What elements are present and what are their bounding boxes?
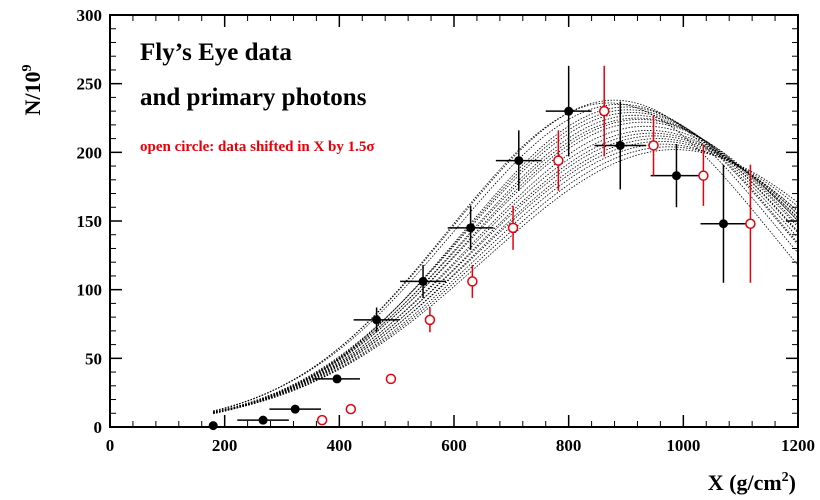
x-tick-label: 600 (441, 436, 467, 455)
x-tick-label: 800 (556, 436, 582, 455)
simulation-curve-13 (213, 135, 799, 413)
y-tick-label: 250 (77, 75, 103, 94)
filled-circle-marker (671, 171, 681, 181)
open-circle-marker (316, 414, 328, 426)
x-tick-label: 400 (327, 436, 353, 455)
open-circle-marker (385, 373, 397, 385)
shifted-data-point-0 (316, 414, 328, 426)
simulation-curve-7 (213, 117, 799, 413)
data-point-2 (269, 404, 321, 414)
shifted-data-point-5 (507, 205, 519, 250)
x-axis-title-tail: ) (789, 470, 796, 495)
y-tick-label: 100 (77, 281, 103, 300)
data-point-0 (208, 421, 218, 431)
plot-frame (109, 14, 799, 428)
simulation-curve-2 (213, 103, 799, 412)
simulation-curve-9 (213, 121, 799, 413)
open-circle-marker (698, 170, 709, 181)
data-point-1 (237, 415, 289, 425)
filled-circle-marker (208, 421, 218, 431)
simulation-curves (213, 99, 799, 415)
shifted-data-point-2 (385, 373, 397, 385)
x-tick-label: 200 (212, 436, 238, 455)
open-circle-marker (553, 155, 564, 166)
shifted-data-point-7 (598, 65, 610, 157)
filled-circle-marker (718, 219, 728, 229)
annotation-note: open circle: data shifted in X by 1.5σ (140, 139, 375, 155)
y-axis-title: N/109 (20, 65, 45, 116)
filled-circle-marker (332, 374, 342, 384)
open-circle-marker (345, 403, 357, 415)
annotation-title-line2: and primary photons (140, 84, 367, 111)
data-point-10 (650, 144, 703, 208)
simulation-curve-15 (213, 140, 799, 413)
simulation-curve-5 (213, 112, 799, 413)
y-tick-label: 200 (77, 143, 103, 162)
data-points (208, 65, 756, 431)
shifted-data-point-4 (467, 264, 478, 298)
simulation-curve-6 (213, 114, 799, 414)
simulation-curve-4 (213, 109, 799, 414)
data-point-4 (353, 307, 400, 333)
shifted-data-point-9 (698, 145, 709, 206)
shifted-data-point-3 (424, 307, 436, 333)
data-point-8 (545, 65, 592, 157)
x-axis-title-main: X (g/cm (708, 470, 782, 495)
simulation-curve-11 (213, 129, 799, 413)
shifted-data-point-6 (553, 130, 564, 191)
simulation-curve-14 (213, 138, 799, 414)
open-circle-marker (467, 276, 478, 287)
filled-circle-marker (564, 106, 574, 116)
simulation-curve-10 (213, 125, 799, 414)
filled-circle-marker (466, 223, 476, 233)
filled-circle-marker (514, 156, 524, 166)
filled-circle-marker (615, 140, 625, 150)
open-circle-marker (598, 105, 610, 117)
y-axis-title-main: N/10 (20, 72, 45, 116)
filled-circle-marker (290, 404, 300, 414)
annotation-title-line1: Fly’s Eye data (140, 39, 292, 66)
y-tick-label: 150 (77, 212, 103, 231)
y-tick-label: 50 (85, 349, 102, 368)
shifted-data-point-8 (648, 115, 659, 176)
data-point-11 (700, 164, 747, 283)
data-point-7 (495, 130, 542, 191)
open-circle-marker (745, 218, 756, 229)
y-axis-title-sup: 9 (20, 65, 35, 72)
data-point-3 (314, 374, 360, 384)
y-tick-label: 0 (94, 418, 103, 437)
x-tick-label: 1200 (781, 436, 815, 455)
data-point-6 (447, 205, 494, 250)
simulation-curve-3 (213, 106, 799, 415)
x-axis-title: X (g/cm2) (708, 470, 796, 495)
open-circle-marker (507, 222, 519, 234)
simulation-curve-0 (213, 102, 799, 412)
simulation-curve-12 (213, 132, 799, 414)
axis-ticks: 0 200 400 600 800 1000 1200 0 50 100 150 200 250 300 (77, 6, 816, 455)
filled-circle-marker (258, 415, 268, 425)
simulation-curve-17 (213, 146, 799, 414)
data-point-5 (400, 264, 446, 298)
simulation-curve-18 (213, 149, 799, 414)
shifted-data-point-10 (745, 164, 756, 283)
simulation-curve-16 (213, 143, 799, 414)
x-tick-label: 1000 (666, 436, 700, 455)
open-circle-marker (648, 140, 659, 151)
x-tick-label: 0 (106, 436, 115, 455)
filled-circle-marker (372, 315, 382, 325)
filled-circle-marker (418, 276, 428, 286)
shifted-data-point-1 (345, 403, 357, 415)
data-point-9 (594, 101, 647, 190)
y-tick-label: 300 (77, 6, 103, 25)
x-axis-title-sup: 2 (782, 470, 789, 485)
open-circle-marker (424, 314, 436, 326)
